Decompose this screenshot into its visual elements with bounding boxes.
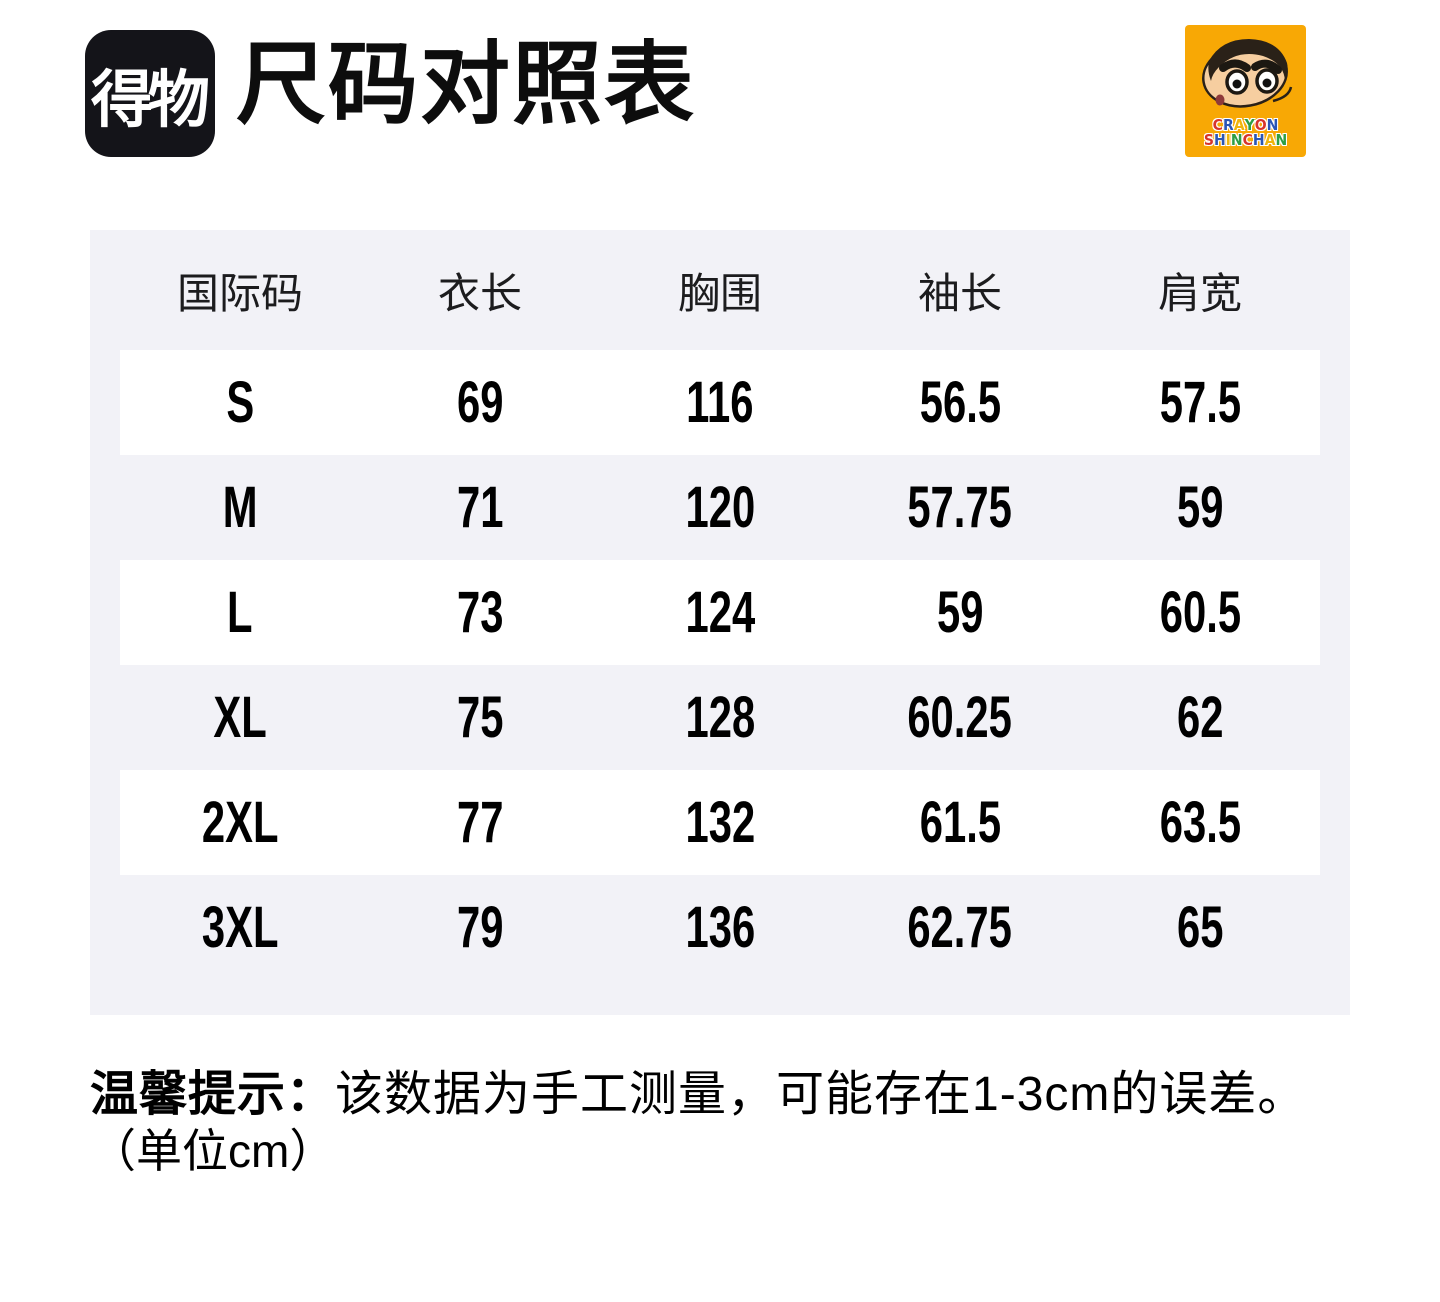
size-table: 国际码 衣长 胸围 袖长 肩宽 S 69 116 56.5 57.5 M 71 … (90, 230, 1350, 1015)
table-row-m: M 71 120 57.75 59 (120, 455, 1320, 560)
garment-length-value: 71 (456, 475, 504, 540)
garment-length-value: 79 (456, 895, 504, 960)
chest-value: 116 (686, 370, 754, 435)
note-text: 该数据为手工测量，可能存在1-3cm的误差。 (335, 1068, 1307, 1121)
column-header-shoulder-width: 肩宽 (1157, 269, 1242, 317)
size-label: XL (213, 685, 267, 750)
chest-value: 136 (685, 895, 755, 960)
sleeve-length-value: 62.75 (907, 895, 1013, 960)
measurement-note-line: 温馨提示：该数据为手工测量，可能存在1-3cm的误差。 (90, 1068, 1306, 1122)
chest-value: 128 (685, 685, 755, 750)
column-header-sleeve-length: 袖长 (917, 269, 1002, 317)
column-header-garment-length: 衣长 (437, 269, 522, 317)
shoulder-width-value: 63.5 (1159, 790, 1241, 855)
note-label: 温馨提示： (90, 1068, 336, 1121)
shinchan-logo-words: CRAYON SHINCHAN (1185, 117, 1306, 150)
shoulder-width-value: 65 (1176, 895, 1224, 960)
shinchan-word-crayon: CRAYON (1212, 117, 1279, 135)
table-row-3xl: 3XL 79 136 62.75 65 (120, 875, 1320, 980)
table-row-s: S 69 116 56.5 57.5 (120, 350, 1320, 455)
shoulder-width-value: 57.5 (1159, 370, 1241, 435)
size-table-header-row: 国际码 衣长 胸围 袖长 肩宽 (120, 230, 1320, 350)
dewu-app-logo: 得物 (85, 30, 215, 157)
size-label: 3XL (201, 895, 279, 960)
unit-note: （单位cm） (90, 1125, 336, 1177)
column-header-international-size: 国际码 (176, 269, 303, 317)
column-header-chest: 胸围 (677, 269, 762, 317)
size-label: L (227, 580, 253, 645)
table-row-l: L 73 124 59 60.5 (120, 560, 1320, 665)
chest-value: 132 (685, 790, 755, 855)
dewu-logo-text: 得物 (90, 65, 210, 135)
table-row-xl: XL 75 128 60.25 62 (120, 665, 1320, 770)
page-title: 尺码对照表 (236, 35, 696, 135)
garment-length-value: 69 (456, 370, 504, 435)
sleeve-length-value: 57.75 (907, 475, 1013, 540)
shoulder-width-value: 60.5 (1159, 580, 1241, 645)
shinchan-word-shinchan: SHINCHAN (1203, 132, 1288, 150)
size-label: S (226, 370, 254, 435)
sleeve-length-value: 56.5 (919, 370, 1001, 435)
size-label: M (222, 475, 258, 540)
chest-value: 120 (685, 475, 755, 540)
garment-length-value: 77 (456, 790, 504, 855)
shoulder-width-value: 59 (1176, 475, 1224, 540)
sleeve-length-value: 61.5 (919, 790, 1001, 855)
chest-value: 124 (685, 580, 755, 645)
sleeve-length-value: 60.25 (907, 685, 1013, 750)
shoulder-width-value: 62 (1176, 685, 1224, 750)
garment-length-value: 75 (456, 685, 504, 750)
shinchan-face-icon (1202, 39, 1293, 108)
garment-length-value: 73 (456, 580, 504, 645)
sleeve-length-value: 59 (936, 580, 984, 645)
size-label: 2XL (201, 790, 279, 855)
table-row-2xl: 2XL 77 132 61.5 63.5 (120, 770, 1320, 875)
crayon-shinchan-brand-badge: CRAYON SHINCHAN (1185, 25, 1306, 157)
measurement-note: 温馨提示：该数据为手工测量，可能存在1-3cm的误差。 （单位cm） (90, 1068, 1306, 1178)
